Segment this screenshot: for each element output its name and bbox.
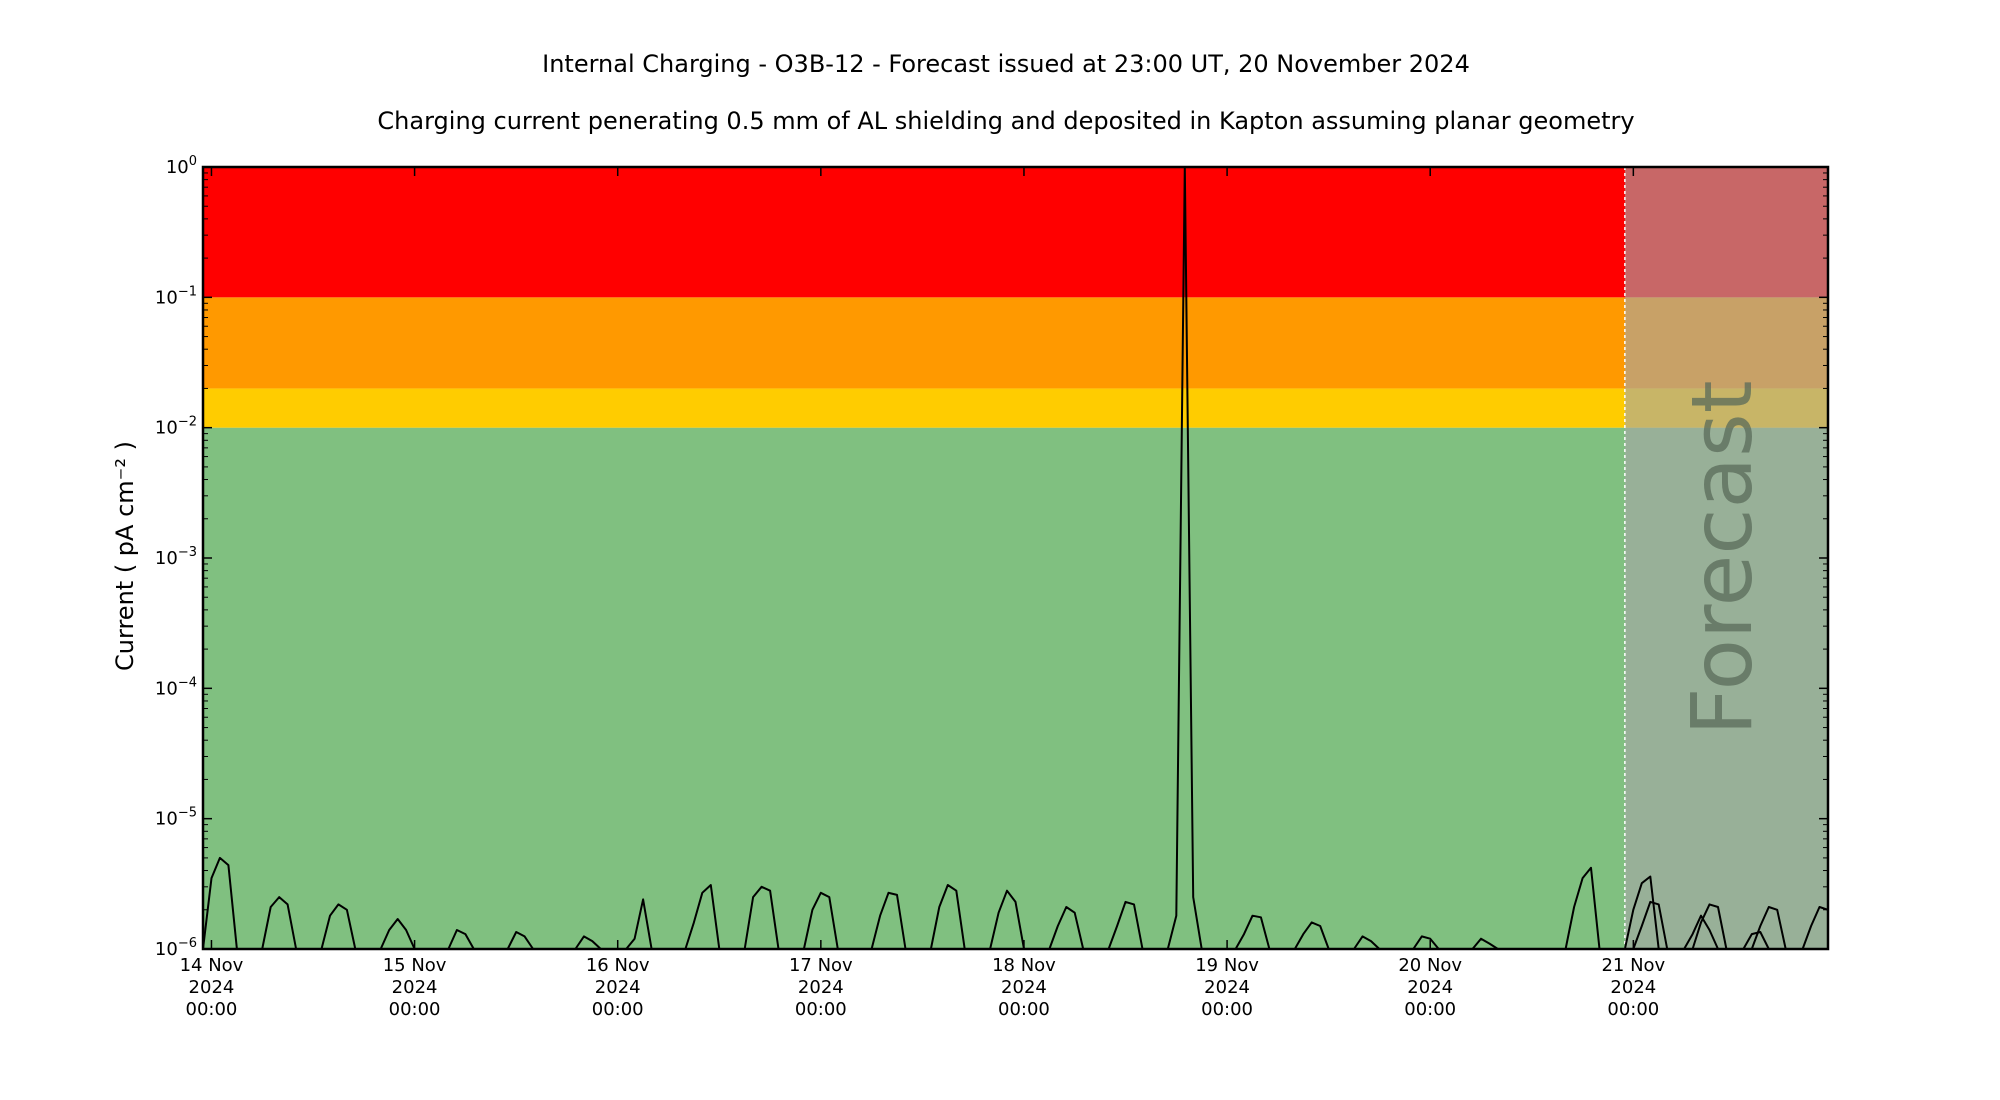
x-tick-label: 14 Nov 2024 00:00 bbox=[180, 955, 244, 1020]
chart-title: Internal Charging - O3B-12 - Forecast is… bbox=[542, 50, 1470, 78]
y-tick-label: 10−6 bbox=[155, 936, 197, 960]
x-tick-label: 20 Nov 2024 00:00 bbox=[1398, 955, 1462, 1020]
y-tick-label: 10−4 bbox=[155, 675, 197, 699]
x-tick-labels: 14 Nov 2024 00:00 15 Nov 2024 00:00 16 Nov 2024… bbox=[180, 955, 1666, 1020]
x-tick-label: 16 Nov 2024 00:00 bbox=[586, 955, 650, 1020]
x-tick-label: 21 Nov 2024 00:00 bbox=[1601, 955, 1665, 1020]
y-tick-labels: 10−6 10−5 10−4 10−3 10−2 10−1 100 bbox=[155, 154, 197, 960]
risk-band-0 bbox=[203, 427, 1828, 950]
risk-bands bbox=[203, 167, 1828, 950]
y-tick-label: 10−3 bbox=[155, 545, 197, 569]
forecast-label: Forecast bbox=[1673, 380, 1771, 735]
y-tick-label: 10−5 bbox=[155, 806, 197, 830]
y-axis-label: Current ( pA cm⁻² ) bbox=[111, 441, 139, 671]
y-tick-label: 10−2 bbox=[155, 415, 197, 439]
x-tick-label: 17 Nov 2024 00:00 bbox=[789, 955, 853, 1020]
risk-band-3 bbox=[203, 167, 1828, 298]
x-tick-label: 15 Nov 2024 00:00 bbox=[383, 955, 447, 1020]
y-tick-label: 100 bbox=[166, 154, 197, 178]
chart-subtitle: Charging current penerating 0.5 mm of AL… bbox=[377, 107, 1634, 135]
y-tick-label: 10−1 bbox=[155, 284, 197, 308]
risk-band-2 bbox=[203, 297, 1828, 389]
forecast-region: Forecast bbox=[1624, 167, 1828, 949]
x-tick-label: 19 Nov 2024 00:00 bbox=[1195, 955, 1259, 1020]
forecast-shade bbox=[1624, 167, 1828, 949]
plot-frame bbox=[201, 165, 1830, 951]
risk-band-1 bbox=[203, 388, 1828, 428]
x-tick-label: 18 Nov 2024 00:00 bbox=[992, 955, 1056, 1020]
